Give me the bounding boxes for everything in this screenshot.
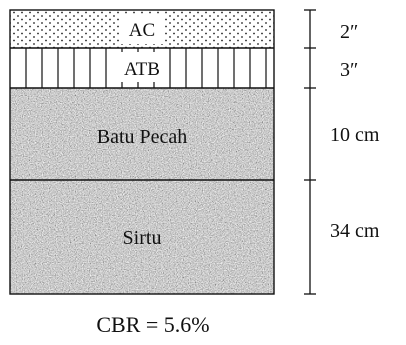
- dimension-axis: [304, 9, 316, 295]
- layer-outlines: [9, 9, 275, 295]
- layer-atb-label: ATB: [124, 59, 160, 80]
- layer-batu-pecah-label: Batu Pecah: [97, 126, 188, 148]
- thickness-ac: 2″: [340, 21, 358, 43]
- cbr-label: CBR = 5.6%: [96, 312, 210, 337]
- layer-ac: AC: [10, 10, 274, 48]
- atb-hatch-lines: [25, 48, 267, 88]
- layer-sirtu: Sirtu: [10, 180, 274, 294]
- layer-sirtu-label: Sirtu: [123, 227, 162, 249]
- layer-ac-label: AC: [129, 20, 155, 41]
- layer-batu-pecah: Batu Pecah: [10, 88, 274, 180]
- thickness-atb: 3″: [340, 59, 358, 81]
- layer-atb: ATB: [10, 48, 274, 88]
- thickness-batu-pecah: 10 cm: [330, 124, 380, 146]
- thickness-sirtu: 34 cm: [330, 220, 380, 242]
